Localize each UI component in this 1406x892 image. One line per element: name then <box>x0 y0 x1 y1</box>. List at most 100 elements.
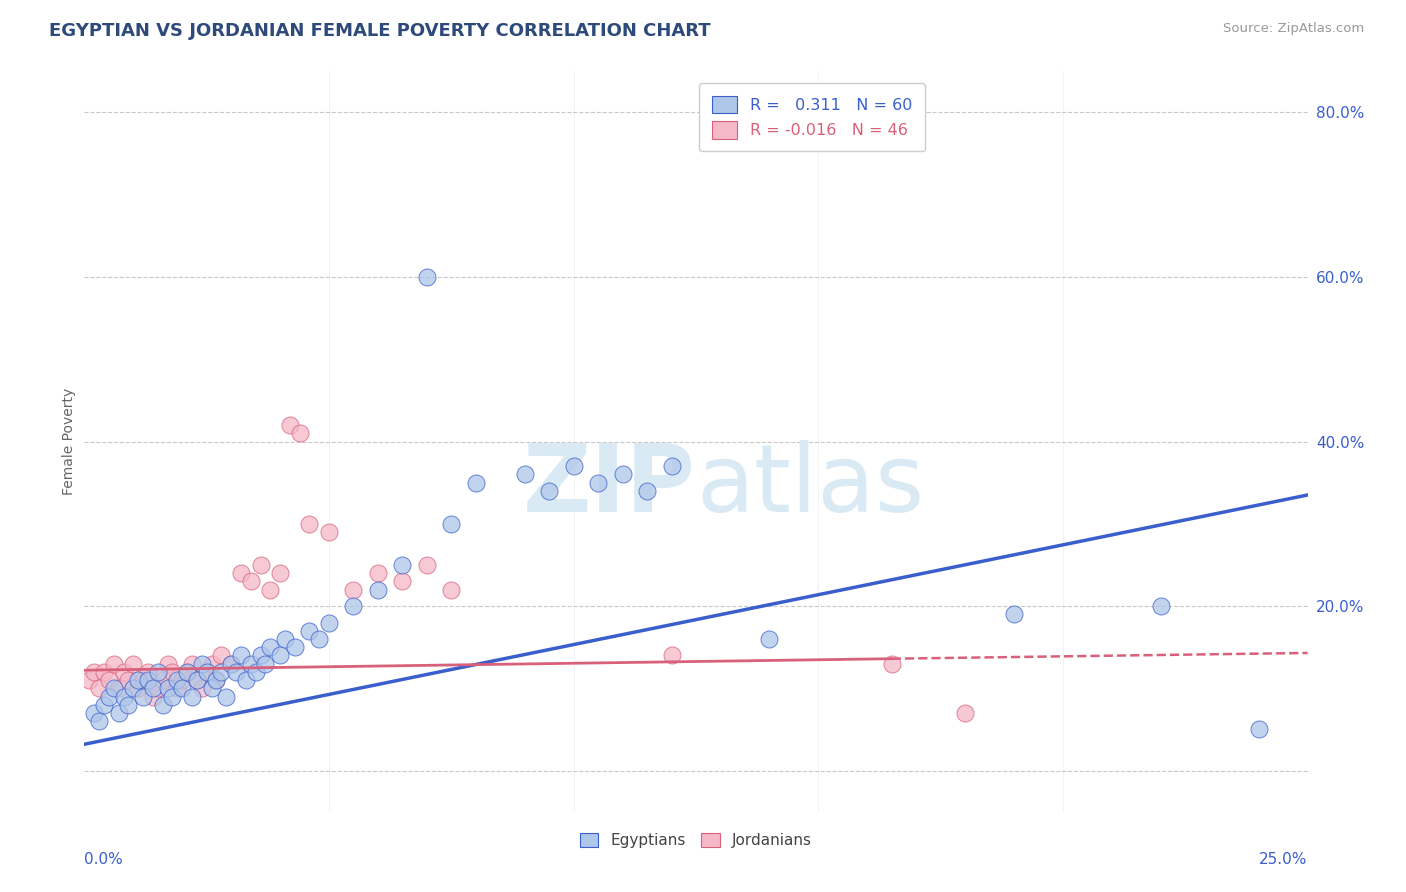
Point <box>97 690 120 704</box>
Point <box>367 582 389 597</box>
Point <box>758 632 780 646</box>
Point <box>259 640 281 655</box>
Point <box>181 690 204 704</box>
Point <box>112 690 135 704</box>
Point <box>200 681 222 696</box>
Point <box>440 582 463 597</box>
Point <box>156 681 179 696</box>
Point <box>249 648 271 663</box>
Point <box>209 648 232 663</box>
Point <box>953 706 976 720</box>
Text: atlas: atlas <box>696 440 924 532</box>
Point <box>229 648 252 663</box>
Point <box>239 574 262 589</box>
Text: Source: ZipAtlas.com: Source: ZipAtlas.com <box>1223 22 1364 36</box>
Point <box>513 467 536 482</box>
Point <box>215 690 238 704</box>
Point <box>440 516 463 531</box>
Point <box>229 566 252 581</box>
Point <box>152 698 174 712</box>
Point <box>117 673 139 687</box>
Point <box>219 657 242 671</box>
Point <box>93 665 115 679</box>
Point <box>172 673 194 687</box>
Point <box>162 690 184 704</box>
Point <box>166 681 188 696</box>
Point <box>278 418 301 433</box>
Point <box>166 673 188 687</box>
Point <box>245 665 267 679</box>
Point <box>880 657 903 671</box>
Point <box>87 714 110 729</box>
Point <box>1150 599 1173 613</box>
Point <box>249 558 271 572</box>
Point <box>254 657 277 671</box>
Point <box>87 681 110 696</box>
Point <box>284 640 307 655</box>
Point <box>162 665 184 679</box>
Point <box>152 673 174 687</box>
Point <box>200 657 222 671</box>
Point <box>205 673 228 687</box>
Point <box>269 648 291 663</box>
Point <box>318 615 340 630</box>
Point <box>117 698 139 712</box>
Legend: Egyptians, Jordanians: Egyptians, Jordanians <box>574 827 818 855</box>
Point <box>132 690 155 704</box>
Point <box>103 657 125 671</box>
Point <box>127 681 149 696</box>
Point <box>288 426 311 441</box>
Point <box>103 681 125 696</box>
Text: 25.0%: 25.0% <box>1260 853 1308 867</box>
Point <box>259 582 281 597</box>
Point <box>136 665 159 679</box>
Point <box>107 681 129 696</box>
Text: ZIP: ZIP <box>523 440 696 532</box>
Point <box>298 516 321 531</box>
Point <box>298 624 321 638</box>
Point <box>391 558 413 572</box>
Point <box>219 657 242 671</box>
Point <box>391 574 413 589</box>
Point <box>195 665 218 679</box>
Point <box>308 632 330 646</box>
Point <box>239 657 262 671</box>
Point <box>142 690 165 704</box>
Point <box>142 681 165 696</box>
Point <box>181 657 204 671</box>
Point <box>586 475 609 490</box>
Point <box>195 665 218 679</box>
Point <box>93 698 115 712</box>
Point <box>235 673 257 687</box>
Point <box>562 459 585 474</box>
Point <box>538 483 561 498</box>
Point <box>122 681 145 696</box>
Point <box>269 566 291 581</box>
Point <box>225 665 247 679</box>
Text: EGYPTIAN VS JORDANIAN FEMALE POVERTY CORRELATION CHART: EGYPTIAN VS JORDANIAN FEMALE POVERTY COR… <box>49 22 711 40</box>
Point <box>367 566 389 581</box>
Point <box>661 459 683 474</box>
Point <box>209 665 232 679</box>
Point <box>191 657 214 671</box>
Point <box>156 657 179 671</box>
Point <box>176 665 198 679</box>
Point <box>416 558 439 572</box>
Point <box>205 673 228 687</box>
Point <box>107 706 129 720</box>
Point <box>122 657 145 671</box>
Point <box>661 648 683 663</box>
Point <box>112 665 135 679</box>
Point <box>83 665 105 679</box>
Point <box>342 599 364 613</box>
Point <box>1002 607 1025 622</box>
Point <box>136 673 159 687</box>
Point <box>318 524 340 539</box>
Point <box>97 673 120 687</box>
Point <box>77 673 100 687</box>
Point <box>274 632 297 646</box>
Point <box>191 681 214 696</box>
Y-axis label: Female Poverty: Female Poverty <box>62 388 76 495</box>
Point <box>416 270 439 285</box>
Point <box>1247 723 1270 737</box>
